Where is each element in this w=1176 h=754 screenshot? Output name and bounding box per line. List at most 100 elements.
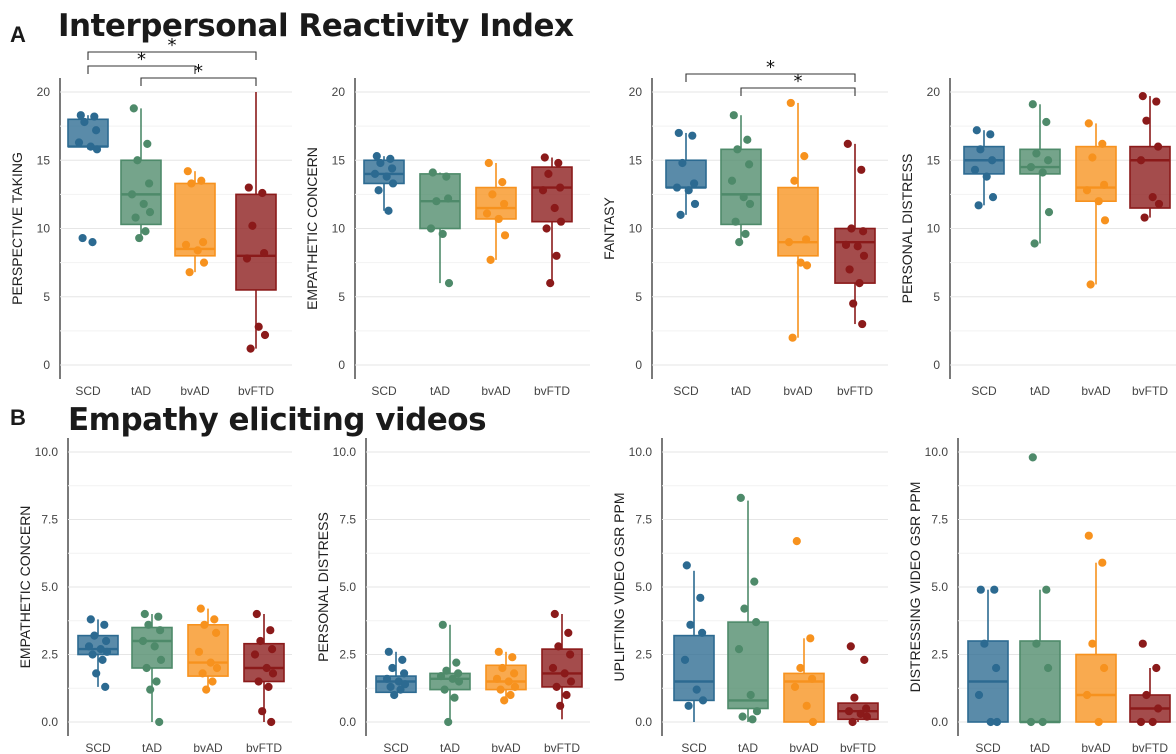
data-point: [684, 701, 693, 710]
data-point: [183, 167, 192, 176]
data-point: [542, 224, 551, 233]
data-point: [1154, 199, 1164, 209]
x-tick-label: bvAD: [481, 384, 511, 398]
data-point: [78, 233, 87, 243]
data-point: [428, 168, 437, 177]
data-point: [562, 690, 571, 700]
data-point: [133, 156, 142, 165]
data-point: [1030, 239, 1039, 248]
data-point: [509, 669, 519, 678]
data-point: [98, 655, 107, 665]
data-point: [692, 685, 701, 694]
data-point: [246, 344, 255, 353]
data-point: [1094, 717, 1103, 727]
data-point: [390, 690, 399, 700]
y-tick-label: 5.0: [635, 580, 652, 594]
data-point: [504, 677, 513, 686]
data-point: [510, 682, 520, 692]
box: [67, 118, 109, 148]
data-point: [802, 261, 812, 270]
data-point: [566, 677, 576, 686]
box: [834, 227, 876, 284]
data-point: [792, 537, 801, 546]
data-point: [252, 609, 261, 619]
y-axis-label: EMPATHETIC CONCERN: [17, 506, 33, 669]
data-point: [554, 642, 563, 651]
y-tick-label: 5.0: [339, 580, 356, 594]
data-point: [199, 238, 208, 247]
data-point: [440, 685, 449, 694]
data-point: [268, 669, 278, 678]
data-point: [266, 626, 275, 635]
data-point: [248, 221, 257, 230]
section-a-title: Interpersonal Reactivity Index: [58, 8, 574, 44]
x-tick-label: bvAD: [1081, 384, 1111, 398]
box: [475, 186, 517, 220]
data-point: [855, 279, 864, 288]
x-tick-label: bvFTD: [238, 384, 274, 398]
data-point: [554, 158, 563, 168]
data-point: [386, 154, 395, 163]
data-point: [1148, 717, 1157, 727]
data-point: [990, 585, 999, 594]
data-point: [1042, 585, 1051, 594]
data-point: [438, 229, 447, 239]
data-point: [374, 186, 383, 195]
data-point: [92, 669, 101, 678]
data-point: [1044, 663, 1053, 673]
data-point: [1136, 156, 1146, 165]
data-point: [86, 615, 95, 624]
data-point: [696, 593, 705, 602]
data-point: [92, 145, 102, 154]
y-tick-label: 20: [629, 85, 643, 99]
box: [187, 623, 229, 677]
data-point: [206, 658, 215, 667]
data-point: [548, 663, 558, 673]
data-point: [790, 682, 800, 692]
data-point: [1138, 639, 1147, 648]
data-point: [1026, 717, 1036, 727]
data-point: [790, 176, 799, 185]
data-point: [690, 179, 699, 188]
data-point: [672, 183, 682, 192]
data-point: [680, 655, 690, 665]
data-point: [376, 158, 385, 168]
data-point: [400, 680, 410, 689]
data-point: [386, 682, 395, 692]
x-tick-label: tAD: [1030, 384, 1050, 398]
data-point: [196, 604, 205, 613]
x-tick-label: tAD: [440, 741, 460, 754]
significance-star: *: [137, 49, 146, 70]
y-tick-label: 5.0: [41, 580, 58, 594]
data-point: [550, 203, 559, 213]
data-point: [860, 655, 869, 665]
data-point: [1138, 91, 1147, 101]
y-tick-label: 15: [927, 153, 941, 167]
data-point: [796, 663, 805, 673]
data-point: [552, 251, 561, 260]
data-point: [734, 645, 744, 654]
data-point: [141, 227, 150, 236]
y-tick-label: 10: [927, 222, 941, 236]
data-point: [388, 663, 397, 673]
data-point: [688, 131, 697, 140]
data-point: [156, 626, 165, 635]
data-point: [1044, 156, 1053, 165]
y-axis-label: DISTRESSING VIDEO GSR PPM: [907, 482, 923, 693]
data-point: [92, 126, 101, 135]
data-point: [198, 669, 207, 678]
data-point: [496, 685, 505, 694]
y-axis-label: PERSONAL DISTRESS: [899, 154, 915, 304]
y-tick-label: 0: [933, 358, 940, 372]
section-b-title: Empathy eliciting videos: [68, 402, 487, 438]
y-tick-label: 0.0: [339, 715, 356, 729]
data-point: [1038, 717, 1047, 727]
data-point: [1152, 663, 1161, 673]
y-tick-label: 0: [338, 358, 345, 372]
data-point: [208, 677, 217, 686]
data-point: [802, 235, 811, 244]
data-point: [1088, 153, 1097, 162]
data-point: [396, 685, 405, 694]
data-point: [976, 585, 985, 594]
